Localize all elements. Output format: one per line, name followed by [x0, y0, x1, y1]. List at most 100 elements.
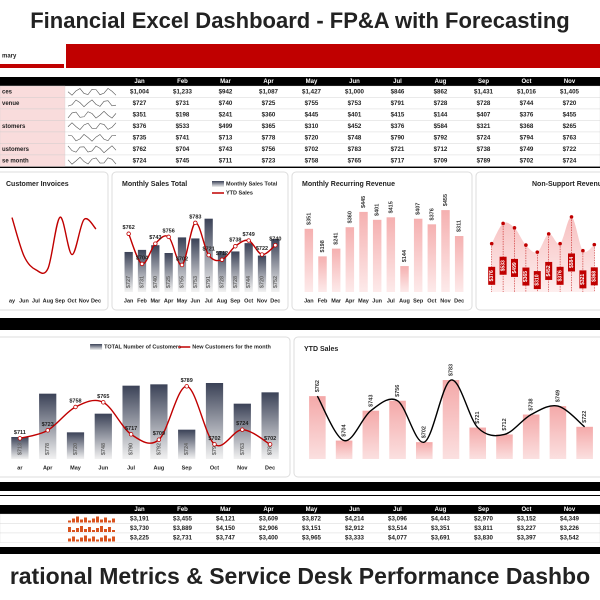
- cell: $720: [305, 134, 319, 141]
- data-label: $790: [129, 443, 135, 455]
- bar: [309, 396, 326, 459]
- row-bg: [0, 120, 600, 133]
- line-point: [153, 241, 158, 246]
- cell: $533: [176, 123, 190, 130]
- row-bg: [0, 108, 600, 121]
- cell: $3,830: [474, 534, 493, 541]
- data-label: $762: [123, 225, 135, 231]
- data-label: $752: [273, 276, 279, 288]
- sparkline: [67, 88, 117, 96]
- x-tick-label: Jul: [205, 298, 213, 304]
- cell: $778: [262, 134, 276, 141]
- cell: $743: [219, 146, 233, 153]
- cell: $3,455: [173, 515, 192, 522]
- x-tick-label: ar: [17, 465, 23, 471]
- x-tick-label: Oct: [244, 298, 253, 304]
- sparkbar: [108, 538, 111, 542]
- data-label: $789: [181, 378, 193, 384]
- cell: $2,970: [474, 515, 493, 522]
- bar: [11, 437, 29, 459]
- bar: [442, 380, 460, 459]
- sparkbar: [68, 538, 71, 542]
- cell: $3,191: [130, 515, 149, 522]
- cell: $452: [348, 123, 362, 130]
- sparkbar: [72, 536, 75, 542]
- data-label: $455: [443, 194, 449, 206]
- projects-title: NG PROJECTS: [2, 498, 45, 504]
- line-point: [184, 384, 189, 389]
- data-label: $762: [315, 380, 321, 392]
- line-point: [156, 437, 162, 442]
- page-title: Financial Excel Dashboard - FP&A with Fo…: [30, 8, 570, 33]
- row-label: se month: [2, 158, 29, 164]
- label-box: [590, 267, 598, 286]
- data-label: $758: [69, 398, 81, 404]
- sparkbar: [100, 537, 103, 542]
- x-tick-label: Jun: [372, 298, 382, 304]
- x-tick-label: Mar: [150, 298, 161, 304]
- data-label: $783: [189, 214, 201, 220]
- bar: [318, 256, 327, 292]
- data-label: $709: [153, 431, 165, 437]
- data-label: $731: [139, 276, 145, 288]
- bar: [441, 210, 450, 292]
- sparkbar: [84, 517, 87, 523]
- cell: $3,747: [216, 534, 235, 541]
- data-label: $721: [475, 411, 481, 423]
- cell: $3,096: [388, 515, 407, 522]
- bar: [244, 243, 253, 292]
- bar: [150, 384, 168, 459]
- sparkbar: [96, 528, 99, 532]
- bar: [331, 248, 341, 292]
- bar: [271, 238, 280, 292]
- bar: [257, 255, 267, 292]
- cell: $1,431: [474, 88, 493, 95]
- header-band: [66, 44, 600, 68]
- label-box: [579, 270, 587, 289]
- sparkbar: [72, 518, 75, 523]
- cell: $3,542: [560, 534, 579, 541]
- row-bg: [0, 143, 600, 156]
- bar: [372, 219, 382, 292]
- cell: $735: [133, 134, 147, 141]
- cell: $376: [391, 123, 405, 130]
- column-header: Jul: [393, 79, 402, 85]
- legend-label: Monthly Sales Total: [226, 181, 278, 187]
- sparkbar: [80, 526, 83, 532]
- cell: $791: [391, 100, 405, 107]
- column-header: Jun: [349, 507, 360, 513]
- cell: $755: [305, 100, 319, 107]
- data-label: $749: [243, 232, 255, 238]
- x-tick-label: Jun: [19, 298, 29, 304]
- x-tick-label: Jun: [98, 465, 108, 471]
- cell: $4,349: [560, 515, 579, 522]
- sparkline: [67, 145, 117, 154]
- column-header: Sep: [478, 507, 489, 513]
- line-point: [259, 252, 265, 257]
- point: [535, 250, 540, 254]
- data-label: $728: [233, 276, 239, 288]
- cell: $1,016: [517, 88, 536, 95]
- data-label: $241: [334, 232, 340, 244]
- cell: $702: [520, 157, 534, 164]
- cell: $740: [219, 100, 233, 107]
- cell: $3,226: [560, 525, 579, 532]
- sparkbar: [72, 530, 75, 532]
- row-bg: [0, 97, 600, 110]
- cell: $3,152: [517, 515, 536, 522]
- cell: $790: [391, 134, 405, 141]
- sparkbar: [88, 538, 91, 542]
- data-label: $351: [306, 213, 312, 225]
- x-tick-label: Jan: [304, 298, 314, 304]
- cell: $3,351: [431, 525, 450, 532]
- cell: $731: [176, 100, 190, 107]
- cell: $942: [219, 88, 233, 95]
- cell: $721: [391, 146, 405, 153]
- row-label: venue: [2, 101, 20, 107]
- data-label: $407: [416, 203, 422, 215]
- data-label: $724: [184, 442, 190, 455]
- sparkbar: [76, 528, 79, 532]
- data-label: $445: [361, 196, 367, 208]
- cell: $4,443: [431, 515, 450, 522]
- data-label: $740: [153, 276, 159, 288]
